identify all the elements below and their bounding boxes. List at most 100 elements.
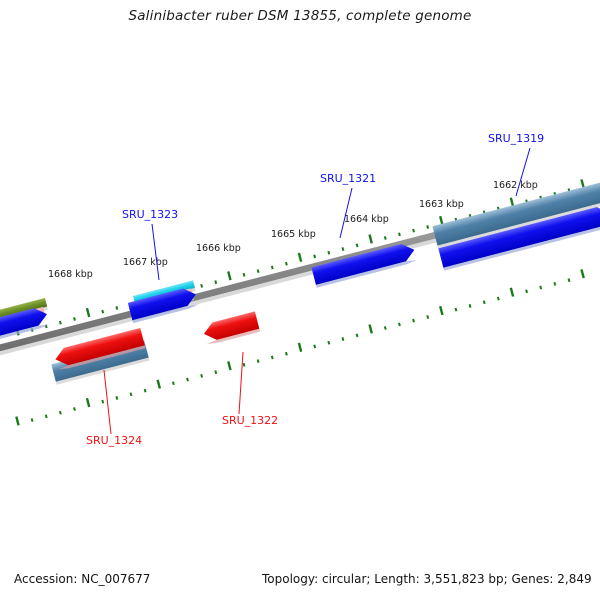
tick-mark-major [580,269,585,279]
gene-label-leader-sru-1319 [515,147,531,197]
gene-label-leader-sru-1321 [339,187,353,239]
gene-label-layer: SRU_1319 SRU_1321 SRU_1323 SRU_1322 SRU_1324 [86,132,544,447]
tick-mark-minor [355,243,359,248]
tick-mark-minor [186,377,189,382]
gene-label-leader-sru-1323 [151,223,160,281]
gene-label-sru-1324[interactable]: SRU_1324 [86,434,142,447]
gene-label-sru-1323[interactable]: SRU_1323 [122,208,178,221]
tick-mark-minor [242,272,246,277]
tick-mark-minor [398,322,401,327]
gene-label-sru-1322[interactable]: SRU_1322 [222,414,278,427]
tick-mark-minor [101,399,105,404]
feature-steel-blue-right[interactable] [432,180,600,249]
tick-mark-major [509,287,515,297]
tick-mark-minor [143,388,147,393]
gene-sru-1322-reverse[interactable] [202,311,261,345]
page-title: Salinibacter ruber DSM 13855, complete g… [128,8,472,24]
tick-mark-major [439,305,444,316]
tick-label-layer: 1668 kbp 1667 kbp 1666 kbp 1665 kbp 1664 kbp… [48,180,538,280]
tick-mark-minor [101,309,105,314]
tick-mark-minor [200,373,204,378]
tick-mark-major [509,197,515,207]
tick-mark-minor [355,333,359,338]
tick-mark-minor [58,320,62,325]
tick-mark-minor [426,225,430,229]
tick-mark-minor [313,254,317,259]
tick-mark-minor [214,280,218,285]
tick-mark-minor [285,351,288,356]
accession-text: Accession: NC_007677 [14,572,151,586]
tick-mark-minor [454,307,458,312]
tick-mark-minor [327,340,331,345]
gene-label-sru-1319[interactable]: SRU_1319 [488,132,544,145]
axis-tick-label: 1666 kbp [196,243,241,254]
tick-mark-minor [256,269,260,274]
axis-tick-label: 1662 kbp [493,180,538,191]
tick-mark-minor [270,265,274,270]
tick-mark-minor [115,306,119,310]
tick-mark-major [227,271,232,281]
tick-mark-minor [256,359,260,364]
tick-mark-major [15,416,20,426]
tick-mark-minor [539,285,543,290]
tick-mark-minor [553,281,557,286]
tick-mark-minor [567,278,571,283]
tick-mark-minor [270,355,274,360]
tick-mark-major [85,397,91,408]
tick-mark-minor [426,315,430,319]
tick-mark-major [297,252,303,262]
axis-tick-label: 1664 kbp [344,214,389,225]
tick-row-upper [15,179,585,336]
tick-mark-minor [171,381,175,386]
tick-mark-minor [58,410,62,415]
gene-label-leader-sru-1322 [238,351,244,415]
tick-mark-minor [412,228,415,233]
axis-tick-label: 1663 kbp [419,199,464,210]
tick-mark-minor [327,250,331,255]
tick-mark-minor [496,296,500,301]
gene-label-leader-sru-1324 [103,369,112,435]
axis-tick-label: 1665 kbp [271,229,316,240]
tick-mark-minor [383,236,387,240]
tick-mark-minor [412,318,415,323]
tick-mark-major [297,342,303,352]
tick-mark-minor [468,304,472,308]
gene-label-sru-1321[interactable]: SRU_1321 [320,172,376,185]
tick-mark-minor [341,337,345,341]
tick-mark-minor [115,396,119,400]
tick-mark-minor [129,392,133,397]
tick-mark-minor [285,261,288,266]
tick-mark-minor [341,247,345,251]
tick-mark-major [227,361,232,371]
tick-mark-minor [482,300,486,305]
tick-mark-minor [242,362,246,367]
tick-mark-minor [44,414,48,419]
tick-mark-minor [73,407,76,411]
gene-sru-1319-forward[interactable] [438,204,600,271]
gene-sru-1324-reverse[interactable] [53,327,146,371]
tick-mark-minor [398,232,401,237]
tick-mark-minor [525,289,528,294]
axis-tick-label: 1668 kbp [48,269,93,280]
tick-row-lower [15,269,585,426]
tick-mark-major [580,179,585,189]
gene-sru-1323-forward[interactable] [127,286,199,324]
genome-summary-text: Topology: circular; Length: 3,551,823 bp… [262,572,592,586]
tick-mark-major [368,234,373,244]
tick-mark-minor [73,317,76,321]
tick-mark-minor [200,283,204,288]
tick-mark-major [368,324,373,334]
tick-mark-minor [313,344,317,349]
tick-mark-major [85,307,91,318]
tick-mark-major [156,379,162,389]
tick-mark-minor [30,418,34,422]
feature-layer [0,180,600,385]
tick-mark-minor [383,326,387,330]
gene-sru-1321-forward[interactable] [311,241,417,288]
tick-mark-minor [214,370,218,375]
axis-tick-label: 1667 kbp [123,257,168,268]
gene-left-forward[interactable] [0,305,50,342]
tick-mark-major [439,215,444,226]
